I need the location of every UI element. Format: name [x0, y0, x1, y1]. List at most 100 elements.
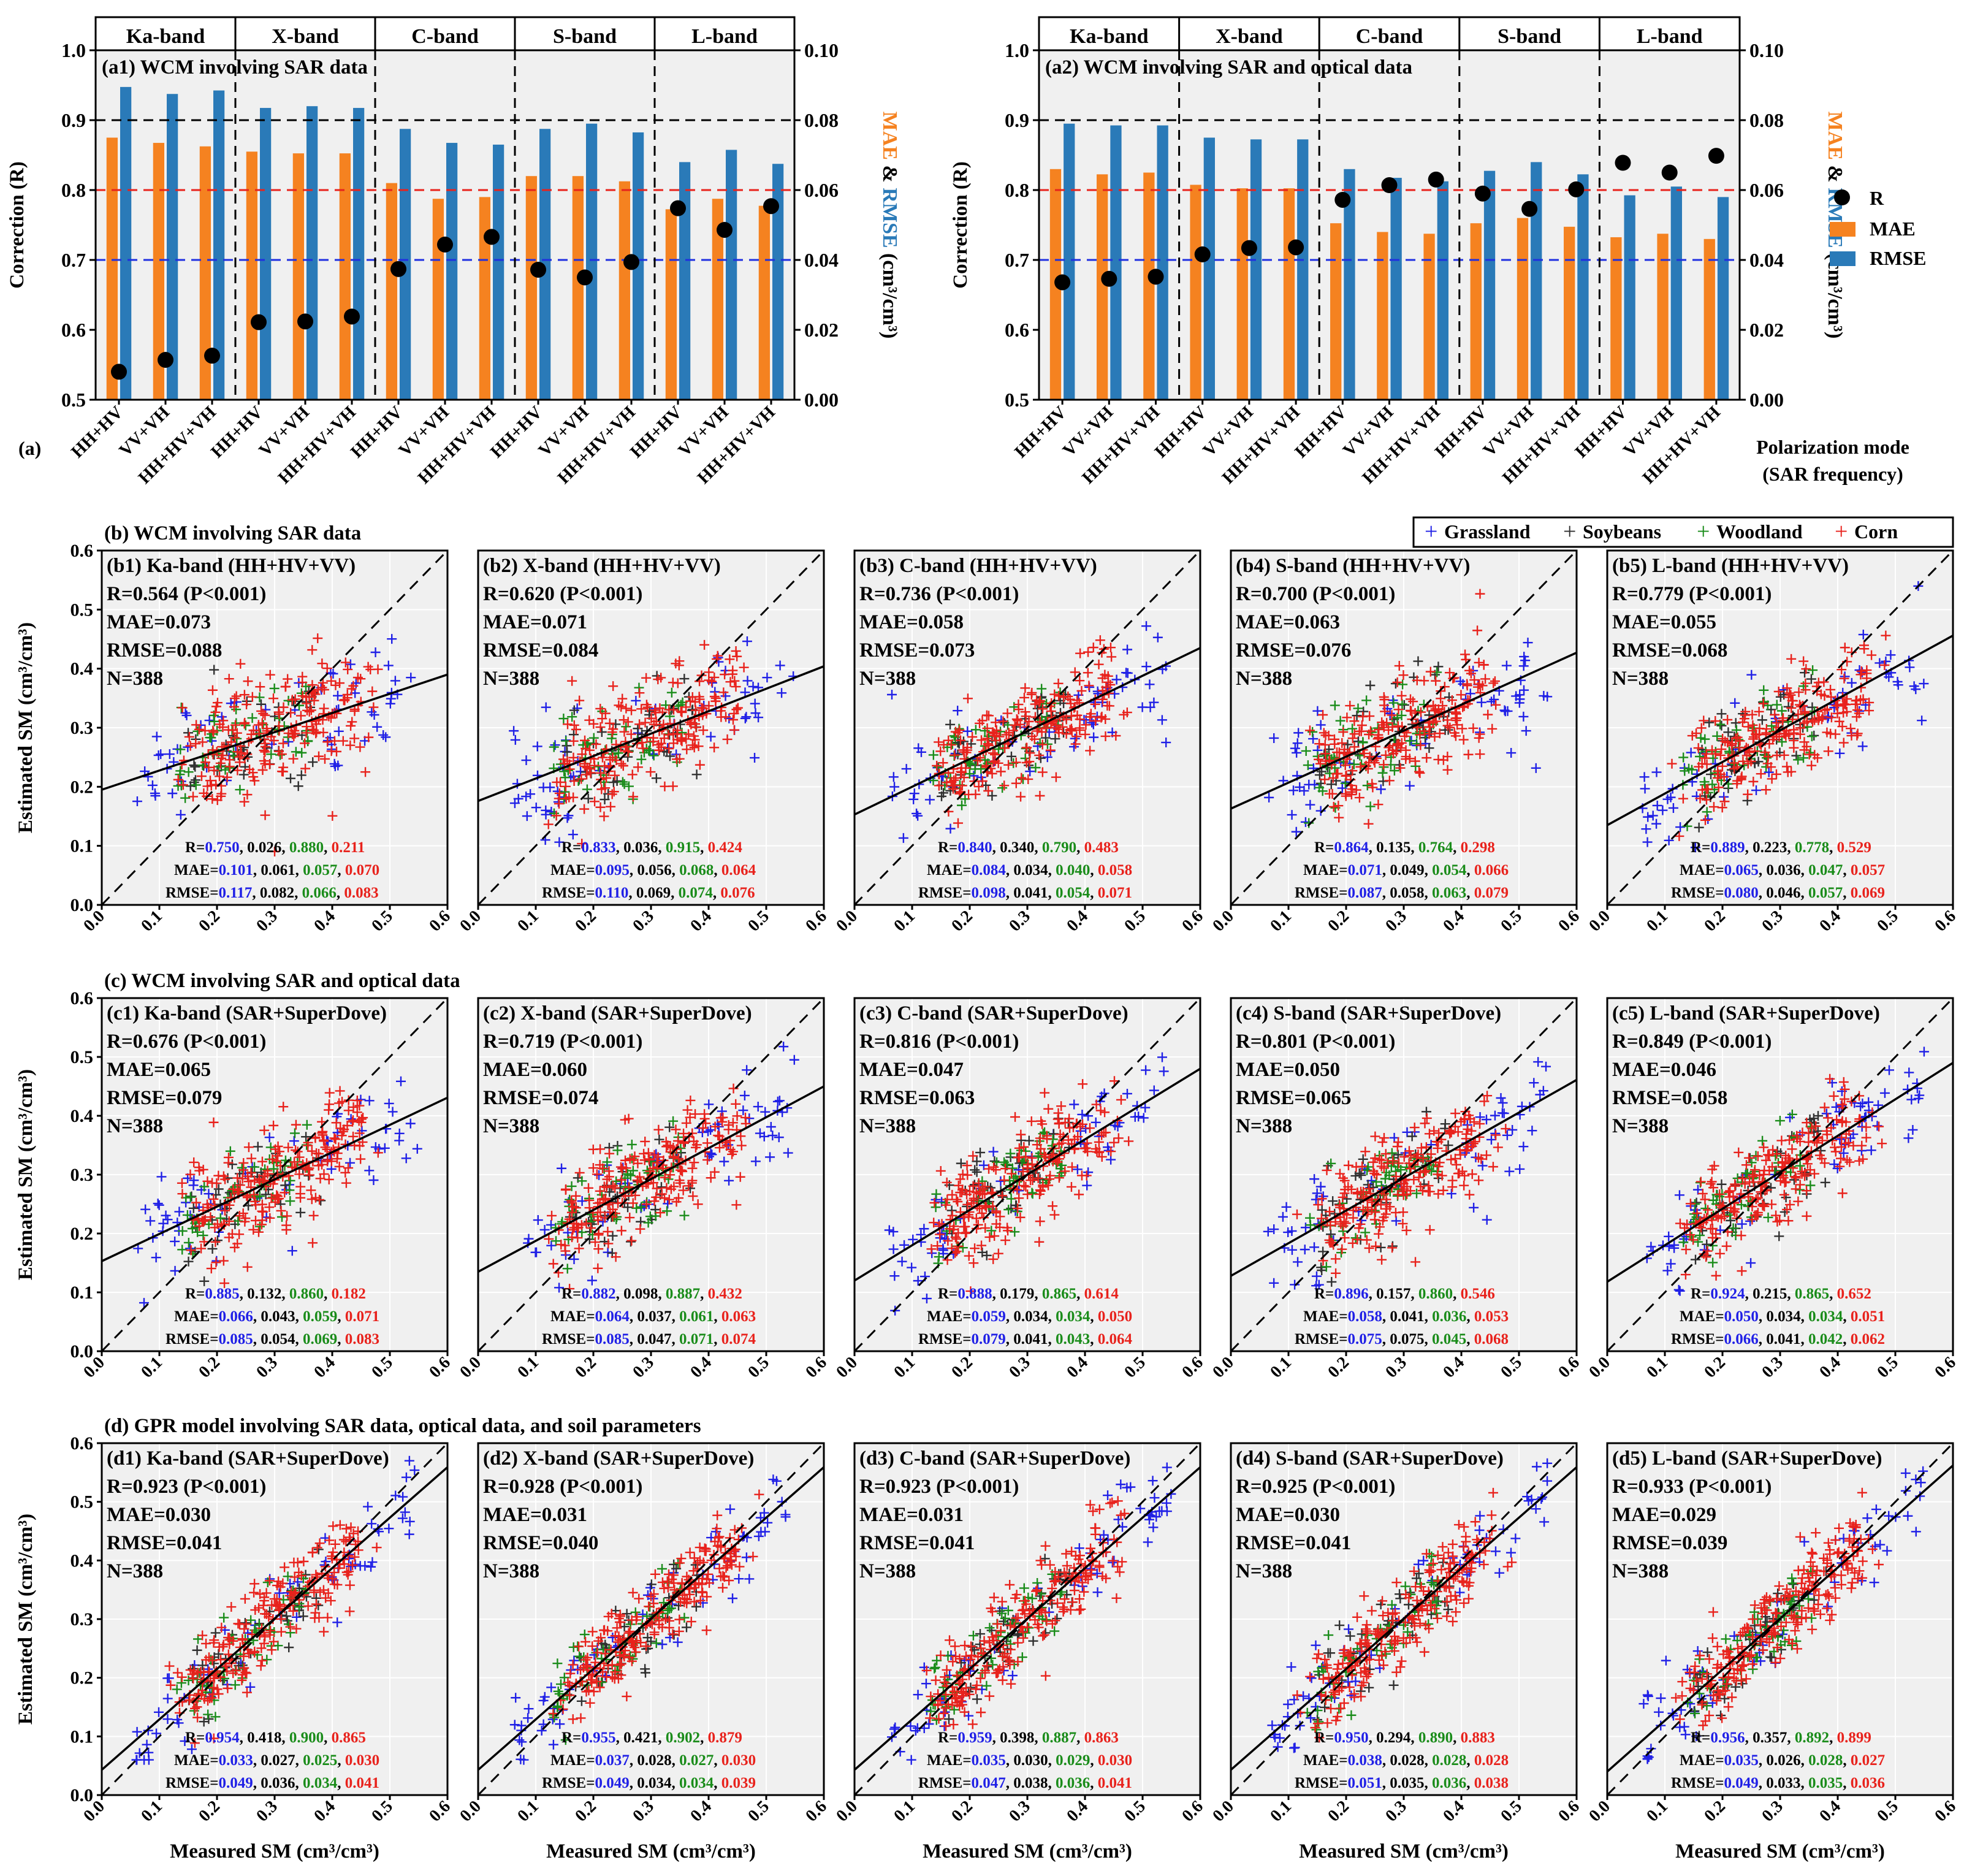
- data-point: [177, 703, 188, 713]
- data-point: [712, 1119, 723, 1129]
- data-point: [1690, 842, 1700, 853]
- data-point: [607, 727, 617, 738]
- data-point: [598, 752, 608, 763]
- data-point: [274, 1146, 284, 1157]
- legend-marker-corn: +: [1835, 519, 1848, 544]
- data-point: [322, 1154, 333, 1165]
- data-point: [951, 1234, 962, 1244]
- data-point: [1027, 687, 1037, 698]
- data-point: [997, 783, 1008, 793]
- data-point: [297, 747, 307, 758]
- data-point: [310, 1607, 321, 1618]
- data-point: [235, 785, 245, 795]
- data-point: [200, 725, 210, 736]
- data-point: [268, 693, 279, 704]
- data-point: [548, 1259, 558, 1269]
- data-point: [1433, 1143, 1443, 1153]
- data-point: [1358, 1186, 1369, 1197]
- data-point: [625, 1237, 636, 1247]
- one-to-one-line: [1230, 549, 1578, 906]
- data-point: [571, 1191, 581, 1201]
- data-point: [1803, 1128, 1814, 1138]
- data-point: [634, 1172, 645, 1182]
- data-point: [1404, 753, 1415, 764]
- data-point: [281, 1611, 292, 1622]
- data-point: [194, 1221, 205, 1231]
- panel-r: R=0.620 (P<0.001): [483, 583, 642, 605]
- data-point: [609, 770, 620, 780]
- data-point: [1035, 1133, 1045, 1143]
- data-point: [210, 1712, 221, 1722]
- data-point: [571, 1203, 581, 1213]
- x-axis-note: Polarization mode: [1756, 436, 1909, 458]
- data-point: [901, 764, 912, 774]
- data-point: [1290, 743, 1300, 753]
- data-point: [1776, 1135, 1787, 1146]
- data-point: [404, 1529, 414, 1539]
- data-point: [282, 1211, 292, 1221]
- data-point: [1300, 1222, 1311, 1233]
- data-point: [1866, 1145, 1876, 1156]
- panel-mae: MAE=0.058: [859, 611, 964, 633]
- data-point: [1825, 1073, 1835, 1084]
- data-point: [1015, 1212, 1026, 1222]
- mae-bar: [432, 199, 444, 400]
- data-point: [956, 763, 967, 773]
- data-point: [735, 1172, 745, 1182]
- data-point: [533, 1215, 543, 1226]
- data-point: [1728, 1206, 1738, 1216]
- data-point: [265, 1142, 276, 1153]
- data-point: [913, 1276, 923, 1286]
- data-point: [313, 1161, 324, 1171]
- data-point: [257, 1206, 267, 1216]
- data-point: [276, 1614, 286, 1624]
- y-tick-label: 0.4: [70, 1106, 94, 1126]
- data-point: [1353, 1223, 1364, 1234]
- data-point: [706, 731, 716, 742]
- data-point: [1846, 677, 1857, 688]
- data-point: [1433, 1189, 1444, 1199]
- panel-r: R=0.676 (P<0.001): [107, 1031, 266, 1053]
- class-r-stats: R=0.885, 0.132, 0.860, 0.182: [185, 1286, 366, 1302]
- class-r-stats: R=0.896, 0.157, 0.860, 0.546: [1314, 1286, 1495, 1302]
- data-point: [1797, 1127, 1808, 1138]
- data-point: [210, 707, 221, 717]
- data-point: [290, 694, 300, 704]
- data-point: [617, 1164, 627, 1174]
- data-point: [636, 1202, 647, 1212]
- data-point: [1678, 752, 1689, 763]
- y-tick-label: 0.6: [1005, 319, 1029, 341]
- data-point: [1037, 684, 1047, 694]
- data-point: [601, 773, 612, 784]
- data-point: [1440, 1123, 1450, 1134]
- data-point: [1421, 1165, 1431, 1176]
- data-point: [332, 746, 342, 757]
- x-tick-label: 0.2: [948, 1353, 976, 1382]
- data-point: [405, 1118, 416, 1129]
- data-point: [243, 1176, 254, 1187]
- data-point: [1531, 763, 1541, 773]
- data-point: [888, 772, 899, 782]
- data-point: [1102, 701, 1113, 711]
- y-tick-label: 0.0: [70, 895, 94, 915]
- data-point: [1786, 654, 1797, 664]
- data-point: [1363, 818, 1374, 829]
- data-point: [1034, 1189, 1045, 1199]
- data-point: [1490, 1110, 1500, 1121]
- data-point: [576, 774, 587, 784]
- data-point: [188, 1674, 199, 1684]
- data-point: [1793, 755, 1803, 765]
- data-point: [291, 1623, 302, 1634]
- data-point: [595, 1186, 605, 1196]
- data-point: [1669, 1240, 1680, 1250]
- data-point: [268, 1120, 279, 1131]
- data-point: [1309, 1174, 1320, 1184]
- data-point: [704, 701, 714, 711]
- data-point: [199, 1237, 210, 1247]
- data-point: [522, 811, 532, 822]
- data-point: [1813, 1111, 1824, 1121]
- data-point: [283, 1142, 294, 1153]
- data-point: [320, 1142, 330, 1153]
- data-point: [215, 1655, 226, 1665]
